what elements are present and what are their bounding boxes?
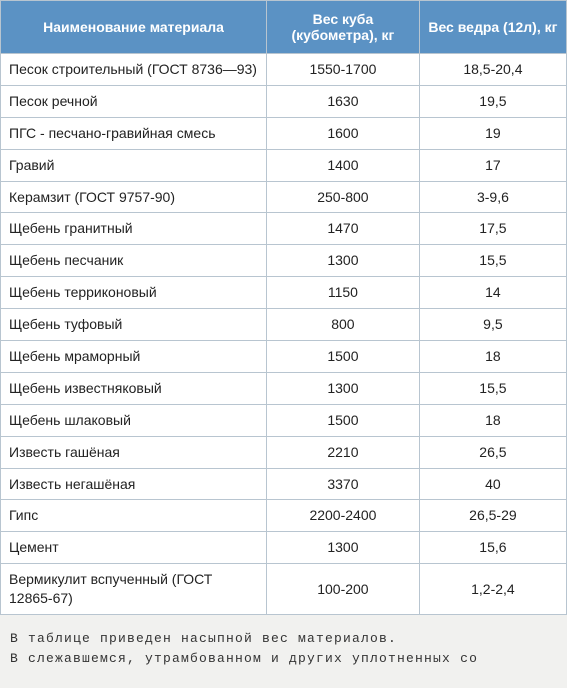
cell-cube-weight: 1500 [267,341,420,373]
materials-table: Наименование материала Вес куба (кубомет… [0,0,567,615]
table-row: Щебень туфовый8009,5 [1,309,567,341]
cell-bucket-weight: 17,5 [419,213,566,245]
cell-material-name: Гипс [1,500,267,532]
table-row: ПГС - песчано-гравийная смесь160019 [1,117,567,149]
footer-line-1: В таблице приведен насыпной вес материал… [10,629,557,649]
cell-material-name: Щебень шлаковый [1,404,267,436]
cell-material-name: Щебень известняковый [1,372,267,404]
cell-cube-weight: 1470 [267,213,420,245]
cell-material-name: Гравий [1,149,267,181]
cell-cube-weight: 1630 [267,85,420,117]
cell-material-name: Песок строительный (ГОСТ 8736—93) [1,54,267,86]
cell-bucket-weight: 19,5 [419,85,566,117]
cell-cube-weight: 1400 [267,149,420,181]
cell-bucket-weight: 18 [419,341,566,373]
table-row: Песок строительный (ГОСТ 8736—93)1550-17… [1,54,567,86]
cell-bucket-weight: 15,5 [419,372,566,404]
cell-cube-weight: 1300 [267,372,420,404]
table-row: Песок речной163019,5 [1,85,567,117]
cell-bucket-weight: 1,2-2,4 [419,564,566,615]
cell-bucket-weight: 26,5 [419,436,566,468]
cell-bucket-weight: 26,5-29 [419,500,566,532]
table-row: Щебень гранитный147017,5 [1,213,567,245]
table-row: Известь негашёная337040 [1,468,567,500]
table-row: Щебень терриконовый115014 [1,277,567,309]
table-row: Щебень шлаковый150018 [1,404,567,436]
cell-cube-weight: 3370 [267,468,420,500]
cell-material-name: Щебень гранитный [1,213,267,245]
cell-bucket-weight: 17 [419,149,566,181]
table-row: Гипс2200-240026,5-29 [1,500,567,532]
cell-cube-weight: 100-200 [267,564,420,615]
cell-material-name: ПГС - песчано-гравийная смесь [1,117,267,149]
cell-cube-weight: 1550-1700 [267,54,420,86]
cell-cube-weight: 250-800 [267,181,420,213]
cell-bucket-weight: 40 [419,468,566,500]
cell-material-name: Цемент [1,532,267,564]
cell-bucket-weight: 18 [419,404,566,436]
cell-bucket-weight: 3-9,6 [419,181,566,213]
footer-line-2: В слежавшемся, утрамбованном и других уп… [10,649,557,669]
cell-cube-weight: 1300 [267,245,420,277]
cell-material-name: Щебень мраморный [1,341,267,373]
cell-material-name: Керамзит (ГОСТ 9757-90) [1,181,267,213]
col-header-name: Наименование материала [1,1,267,54]
footer-note: В таблице приведен насыпной вес материал… [0,615,567,688]
cell-bucket-weight: 14 [419,277,566,309]
cell-bucket-weight: 19 [419,117,566,149]
cell-material-name: Щебень туфовый [1,309,267,341]
cell-material-name: Известь негашёная [1,468,267,500]
table-row: Вермикулит вспученный (ГОСТ 12865-67)100… [1,564,567,615]
cell-bucket-weight: 15,5 [419,245,566,277]
cell-bucket-weight: 18,5-20,4 [419,54,566,86]
table-row: Керамзит (ГОСТ 9757-90)250-8003-9,6 [1,181,567,213]
cell-material-name: Известь гашёная [1,436,267,468]
cell-cube-weight: 2200-2400 [267,500,420,532]
table-row: Щебень известняковый130015,5 [1,372,567,404]
table-row: Щебень песчаник130015,5 [1,245,567,277]
table-row: Щебень мраморный150018 [1,341,567,373]
cell-material-name: Песок речной [1,85,267,117]
cell-cube-weight: 1600 [267,117,420,149]
cell-material-name: Вермикулит вспученный (ГОСТ 12865-67) [1,564,267,615]
cell-bucket-weight: 15,6 [419,532,566,564]
table-body: Песок строительный (ГОСТ 8736—93)1550-17… [1,54,567,615]
cell-cube-weight: 1300 [267,532,420,564]
table-row: Цемент130015,6 [1,532,567,564]
cell-bucket-weight: 9,5 [419,309,566,341]
table-row: Известь гашёная221026,5 [1,436,567,468]
col-header-cube: Вес куба (кубометра), кг [267,1,420,54]
cell-material-name: Щебень терриконовый [1,277,267,309]
cell-cube-weight: 1500 [267,404,420,436]
col-header-bucket: Вес ведра (12л), кг [419,1,566,54]
cell-cube-weight: 2210 [267,436,420,468]
table-row: Гравий140017 [1,149,567,181]
table-header: Наименование материала Вес куба (кубомет… [1,1,567,54]
cell-cube-weight: 1150 [267,277,420,309]
cell-material-name: Щебень песчаник [1,245,267,277]
cell-cube-weight: 800 [267,309,420,341]
